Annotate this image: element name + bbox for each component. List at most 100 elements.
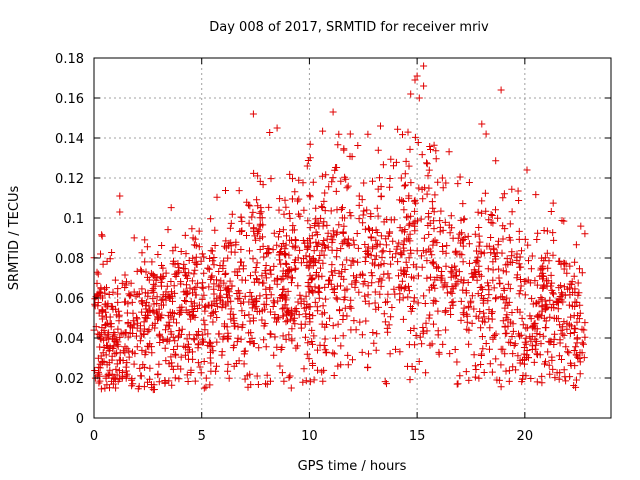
data-point [430, 217, 438, 225]
data-point [431, 276, 439, 284]
data-point [580, 326, 588, 334]
data-point [149, 307, 157, 315]
data-point [563, 325, 571, 333]
data-point [267, 175, 275, 183]
data-point [286, 372, 294, 380]
data-point [425, 231, 433, 238]
data-point [465, 179, 473, 186]
data-point [492, 206, 499, 214]
data-point [565, 301, 573, 309]
data-point [566, 284, 574, 292]
data-point [130, 321, 138, 329]
data-point [395, 283, 403, 291]
data-point [202, 383, 210, 391]
data-point [473, 276, 481, 284]
data-point [554, 305, 562, 313]
data-point [349, 356, 356, 364]
data-point [180, 260, 188, 268]
data-point [94, 270, 102, 278]
data-point [404, 362, 411, 370]
data-point [249, 110, 257, 118]
data-point [565, 321, 573, 329]
data-point [102, 372, 110, 380]
data-point [284, 307, 292, 315]
data-point [262, 262, 270, 269]
data-point [169, 365, 177, 373]
data-point [407, 246, 414, 254]
data-point [341, 286, 349, 294]
data-point [436, 217, 444, 225]
data-point [132, 292, 140, 300]
data-point [489, 266, 497, 274]
data-point [436, 228, 444, 236]
data-point [306, 140, 314, 148]
data-point [277, 248, 284, 255]
data-point [474, 208, 482, 216]
data-point [428, 251, 436, 259]
data-point [320, 237, 328, 244]
data-point [334, 141, 342, 149]
data-point [407, 212, 415, 220]
data-point [453, 380, 461, 388]
data-point [191, 235, 199, 243]
data-point [566, 262, 574, 270]
data-point [123, 278, 130, 286]
data-point [447, 311, 455, 318]
data-point [297, 295, 305, 303]
data-point [373, 240, 381, 248]
data-point [134, 385, 142, 393]
data-point [318, 272, 326, 280]
data-point [141, 258, 149, 266]
data-point [105, 359, 113, 367]
data-point [547, 304, 555, 312]
data-point [267, 330, 275, 338]
data-point [563, 269, 571, 277]
data-point [224, 254, 232, 262]
data-point [361, 297, 369, 305]
data-point [106, 313, 114, 321]
data-point [482, 207, 490, 215]
data-point [114, 325, 122, 333]
data-point [560, 217, 568, 225]
data-point [516, 287, 524, 295]
data-point [333, 295, 341, 303]
data-point [382, 241, 390, 249]
data-point [211, 242, 219, 249]
y-tick-label: 0.04 [55, 332, 84, 347]
data-point [246, 247, 253, 255]
data-point [405, 254, 413, 262]
data-point [328, 178, 336, 186]
data-point [114, 298, 122, 306]
data-point [418, 263, 426, 271]
data-point [389, 253, 396, 261]
data-point [222, 284, 230, 292]
data-point [296, 246, 304, 254]
data-point [227, 219, 235, 227]
data-point [94, 302, 102, 310]
data-point [252, 236, 260, 244]
data-point [195, 227, 203, 235]
data-point [370, 339, 378, 347]
data-point [544, 348, 552, 356]
data-point [133, 314, 140, 322]
data-point [248, 304, 256, 312]
data-point [177, 248, 185, 255]
data-point [312, 238, 320, 246]
data-point [446, 350, 454, 358]
plot-border [93, 57, 612, 419]
data-point [247, 329, 255, 337]
data-point [410, 274, 418, 282]
data-point [546, 370, 554, 378]
data-point [405, 282, 412, 290]
data-point [537, 294, 545, 301]
data-point [123, 370, 131, 378]
data-point [140, 318, 148, 326]
data-point [337, 342, 345, 350]
data-point [506, 285, 514, 293]
data-point [147, 343, 155, 351]
data-point [401, 170, 409, 178]
chart-title: Day 008 of 2017, SRMTID for receiver mri… [209, 20, 489, 35]
data-point [359, 211, 367, 219]
data-point [560, 265, 568, 273]
data-point [234, 323, 242, 331]
